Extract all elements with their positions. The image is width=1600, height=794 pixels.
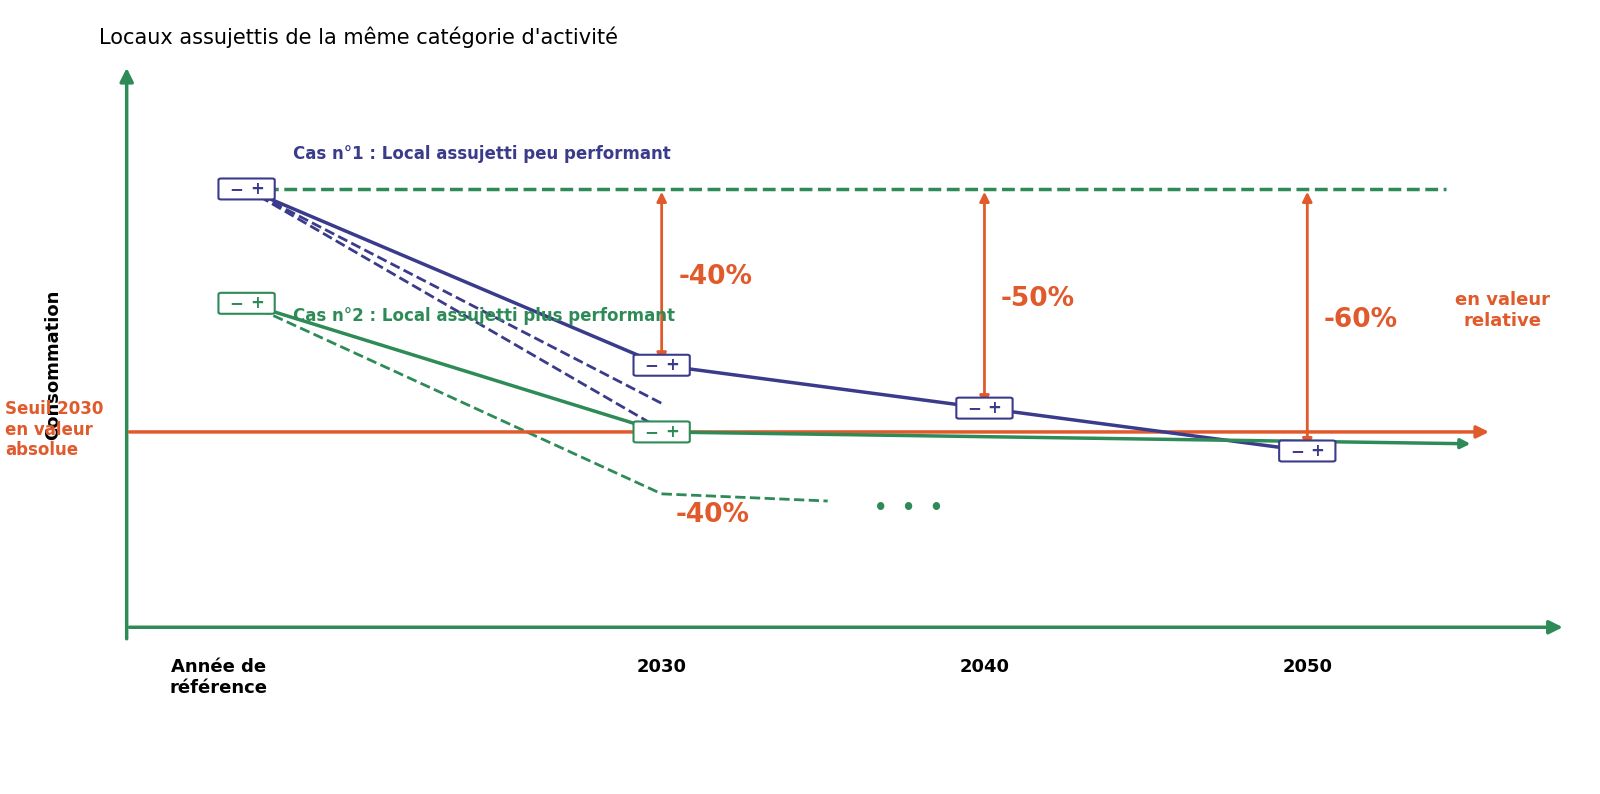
FancyBboxPatch shape	[1278, 441, 1336, 461]
Text: -40%: -40%	[678, 264, 752, 290]
Text: Consommation: Consommation	[43, 290, 62, 441]
Text: Locaux assujettis de la même catégorie d'activité: Locaux assujettis de la même catégorie d…	[99, 27, 618, 48]
Text: +: +	[250, 180, 264, 198]
Text: +: +	[987, 399, 1002, 417]
FancyBboxPatch shape	[219, 293, 275, 314]
Text: 2040: 2040	[960, 658, 1010, 676]
Text: 2030: 2030	[637, 658, 686, 676]
Text: 2050: 2050	[1282, 658, 1333, 676]
Text: -40%: -40%	[675, 503, 749, 528]
Text: +: +	[666, 357, 678, 374]
FancyBboxPatch shape	[219, 179, 275, 199]
Text: •  •  •: • • •	[874, 498, 942, 518]
Text: −: −	[229, 295, 243, 312]
Text: +: +	[1310, 442, 1325, 460]
Text: −: −	[1290, 442, 1304, 460]
Text: +: +	[666, 423, 678, 441]
Text: Année de
référence: Année de référence	[170, 658, 267, 697]
FancyBboxPatch shape	[634, 422, 690, 442]
Text: +: +	[250, 295, 264, 312]
Text: −: −	[229, 180, 243, 198]
Text: −: −	[968, 399, 981, 417]
Text: −: −	[645, 357, 659, 374]
Text: Seuil 2030
en valeur
absolue: Seuil 2030 en valeur absolue	[5, 399, 104, 460]
Text: -60%: -60%	[1323, 307, 1398, 333]
Text: Cas n°2 : Local assujetti plus performant: Cas n°2 : Local assujetti plus performan…	[293, 307, 675, 325]
Text: −: −	[645, 423, 659, 441]
Text: Cas n°1 : Local assujetti peu performant: Cas n°1 : Local assujetti peu performant	[293, 145, 670, 163]
Text: en valeur
relative: en valeur relative	[1454, 291, 1550, 330]
FancyBboxPatch shape	[957, 398, 1013, 418]
Text: -50%: -50%	[1002, 286, 1075, 311]
FancyBboxPatch shape	[634, 355, 690, 376]
